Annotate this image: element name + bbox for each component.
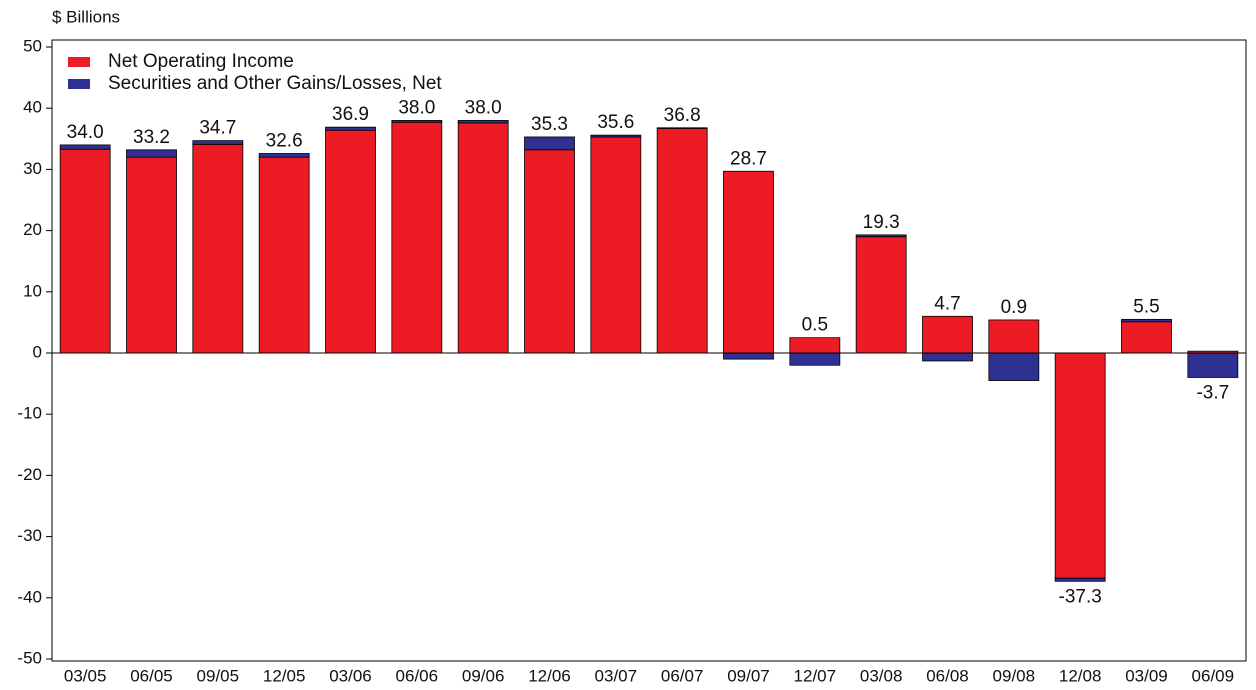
bar-segment (258, 153, 310, 158)
bar-segment (789, 352, 841, 366)
bar-segment (59, 148, 111, 354)
total-label: 19.3 (863, 212, 900, 233)
total-label: 28.7 (730, 148, 767, 169)
bar-segment (1187, 352, 1239, 378)
bar-segment (1054, 577, 1106, 582)
y-tick-label: -40 (17, 587, 42, 606)
total-label: 5.5 (1133, 296, 1159, 317)
x-tick-label: 09/07 (727, 666, 770, 685)
bar-segment (524, 149, 575, 354)
bar-segment (325, 126, 376, 131)
y-axis-label: $ Billions (52, 7, 120, 26)
bar-segment (590, 136, 642, 354)
bar-segment (656, 127, 708, 129)
bar-segment (192, 143, 244, 354)
bar-segment (1121, 318, 1172, 323)
y-tick-label: -50 (17, 648, 42, 667)
total-label: 34.7 (199, 118, 236, 139)
y-tick-label: 50 (23, 36, 42, 55)
x-tick-label: 09/08 (993, 666, 1036, 685)
bar-segment (126, 156, 177, 354)
total-label: 33.2 (133, 127, 170, 148)
x-tick-label: 12/07 (794, 666, 837, 685)
total-label: -37.3 (1059, 586, 1102, 607)
bar-segment (988, 319, 1040, 354)
bar-segment (126, 149, 177, 158)
bar-segment (524, 136, 575, 151)
y-tick-label: 30 (23, 159, 42, 178)
total-label: 34.0 (67, 122, 104, 143)
total-label: 38.0 (465, 97, 502, 118)
bar-segment (656, 127, 708, 354)
bar-segment (391, 120, 443, 123)
x-tick-label: 12/06 (528, 666, 571, 685)
total-label: 36.9 (332, 104, 369, 125)
x-tick-label: 09/05 (197, 666, 240, 685)
x-tick-label: 12/08 (1059, 666, 1102, 685)
y-tick-label: -20 (17, 465, 42, 484)
x-tick-label: 06/06 (396, 666, 439, 685)
total-label: 35.6 (597, 112, 634, 133)
bar-segment (723, 352, 774, 360)
legend-swatch (68, 57, 90, 67)
x-tick-label: 09/06 (462, 666, 505, 685)
x-tick-label: 06/09 (1192, 666, 1235, 685)
bar-segment (988, 352, 1040, 381)
bar-segment (1054, 352, 1106, 579)
total-label: 4.7 (934, 293, 960, 314)
bar-segment (855, 234, 907, 238)
y-tick-label: -10 (17, 404, 42, 423)
bar-segment (922, 315, 973, 354)
x-tick-label: 06/07 (661, 666, 704, 685)
y-tick-label: 10 (23, 281, 42, 300)
x-tick-label: 03/07 (595, 666, 638, 685)
bar-segment (590, 134, 642, 138)
bar-segment (457, 122, 509, 354)
x-tick-label: 03/08 (860, 666, 903, 685)
total-label: 0.5 (802, 315, 828, 336)
y-tick-label: 0 (33, 342, 42, 361)
legend-swatch (68, 79, 90, 89)
x-tick-label: 03/09 (1125, 666, 1168, 685)
bar-segment (723, 170, 774, 354)
bar-segment (457, 120, 509, 124)
bar-segment (789, 337, 841, 354)
y-tick-label: 20 (23, 220, 42, 239)
x-tick-label: 03/06 (329, 666, 372, 685)
y-tick-label: 40 (23, 98, 42, 117)
total-label: 35.3 (531, 114, 568, 135)
total-label: -3.7 (1196, 382, 1229, 403)
bar-segment (855, 236, 907, 354)
total-label: 38.0 (398, 97, 435, 118)
x-tick-label: 12/05 (263, 666, 306, 685)
x-tick-label: 06/05 (130, 666, 173, 685)
y-tick-label: -30 (17, 526, 42, 545)
bar-segment (1121, 321, 1172, 354)
x-tick-label: 06/08 (926, 666, 969, 685)
x-tick-label: 03/05 (64, 666, 107, 685)
legend-label: Net Operating Income (108, 51, 294, 72)
bar-segment (325, 129, 376, 354)
total-label: 32.6 (266, 131, 303, 152)
total-label: 36.8 (664, 105, 701, 126)
bar-segment (922, 352, 973, 362)
bar-segment (59, 144, 111, 150)
bar-segment (391, 121, 443, 354)
bar-segment (192, 140, 244, 145)
total-label: 0.9 (1001, 297, 1027, 318)
plot-frame (51, 39, 1247, 662)
bar-segment (258, 156, 310, 354)
legend-label: Securities and Other Gains/Losses, Net (108, 73, 442, 94)
